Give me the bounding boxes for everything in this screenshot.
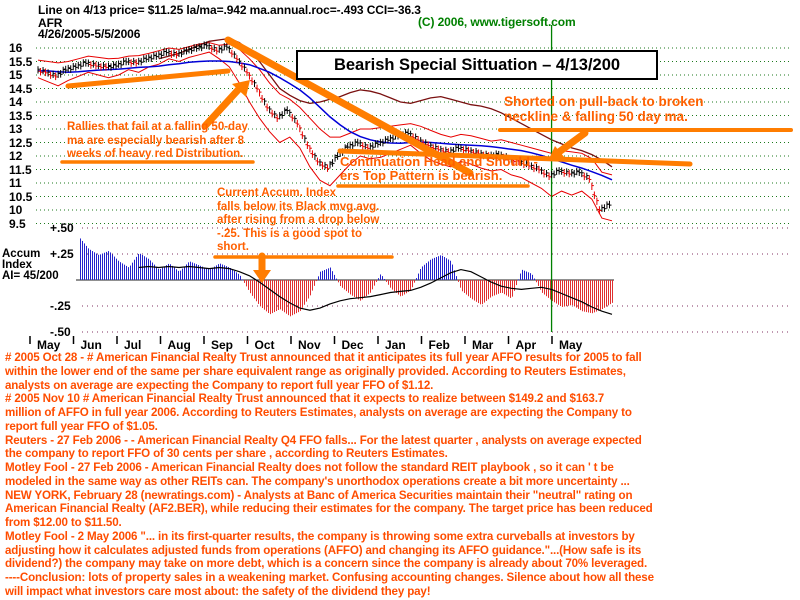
month-axis-label: Apr (515, 338, 537, 352)
accum-ma-line (138, 265, 613, 315)
price-axis-tick: 9.5 (9, 216, 26, 231)
month-axis-label: May (559, 338, 583, 352)
price-axis-tick: 14.5 (9, 81, 33, 96)
month-axis-label: Dec (341, 338, 364, 352)
annotation-line: weeks of heavy red Distribution. (67, 148, 244, 160)
accum-axis-tick: -.25 (50, 299, 71, 313)
annotation-line: Continuation Head and Should - (340, 154, 538, 169)
news-line: # 2005 Oct 28 - # American Financial Rea… (5, 351, 642, 364)
price-axis-tick: 10.5 (9, 189, 33, 204)
month-axis-label: Nov (298, 338, 321, 352)
ticker-symbol: AFR (38, 16, 63, 30)
price-axis-tick: 13 (9, 122, 23, 136)
month-axis-label: Mar (472, 338, 494, 352)
news-line: modeled in the same way as other REITs c… (5, 474, 630, 488)
news-line: within the lower end of the same per sha… (5, 364, 626, 378)
price-axis-tick: 12 (9, 149, 23, 163)
price-bars (37, 41, 612, 214)
price-axis-tick: 14 (9, 95, 23, 109)
month-axis-label: Jul (124, 338, 142, 352)
news-line: the company to report FFO of 30 cents pe… (5, 447, 448, 461)
news-line: dividend?) the company may take on more … (5, 557, 648, 571)
news-line: analysts on average are expecting the Co… (5, 378, 434, 392)
accum-index-bars (80, 238, 613, 317)
accum-panel-title: Index (2, 259, 33, 271)
news-block: # 2005 Oct 28 - # American Financial Rea… (5, 351, 798, 599)
annotation-line: neckline & falling 50 day ma. (504, 109, 688, 124)
annotation-line: falls below its Black mvg.avg. (217, 200, 380, 213)
annotation-line: after rising from a drop below (217, 214, 380, 226)
annotation-line: Rallies that fail at a falling 50-day (67, 121, 248, 133)
month-axis-label: Aug (167, 338, 191, 352)
news-line: will impact what investors care most abo… (5, 584, 431, 598)
chart-canvas (29, 25, 793, 344)
annotation-line: short. (217, 241, 249, 253)
month-axis-label: Oct (254, 338, 275, 352)
price-axis-tick: 11 (9, 176, 22, 190)
date-range-label: 4/26/2005-5/5/2006 (38, 27, 141, 41)
price-axis-tick: 11.5 (9, 162, 32, 177)
annotation-line: ers Top Pattern is bearish. (340, 168, 503, 183)
price-axis-tick: 16 (9, 41, 23, 55)
annotation-line: Current Accum. Index (217, 187, 337, 199)
news-line: ----Conclusion: lots of property sales i… (5, 571, 654, 584)
news-line: million of AFFO in full year 2006. Accor… (5, 406, 632, 419)
annotation-line: ma are especially bearish after 8 (67, 134, 245, 147)
news-line: adjusting how it calculates adjusted fun… (5, 543, 642, 557)
news-line: report full year FFO of $1.05. (5, 419, 158, 433)
month-axis-label: Jun (80, 338, 102, 352)
up-right-arrow-icon (232, 80, 250, 97)
news-line: Motley Fool - 2 May 2006 "... in its fir… (5, 529, 635, 543)
news-line: American Financial Realty (AF2.BER), whi… (5, 502, 653, 516)
accum-panel-title: Accum (2, 248, 41, 260)
price-axis-tick: 12.5 (9, 135, 33, 150)
price-axis-tick: 10 (9, 203, 23, 217)
news-line: Motley Fool - 27 Feb 2006 - American Fin… (5, 461, 614, 474)
orange-annotation-shapes (60, 36, 793, 283)
news-line: from $12.00 to $11.50. (5, 516, 122, 529)
annotation-shorted: Shorted on pull-back to broken neckline &… (504, 94, 704, 124)
annotation-head-shoulders: Continuation Head and Should - ers Top Pa… (340, 155, 538, 183)
annotation-accum-index: Current Accum. Index falls below its Blac… (217, 187, 379, 255)
news-line: NEW YORK, February 28 (newratings.com) -… (5, 488, 633, 502)
down-left-arrow-icon (548, 146, 565, 161)
annotation-line: Shorted on pull-back to broken (504, 94, 704, 109)
month-axis-label: Sep (211, 338, 234, 352)
accum-panel-title: AI= 45/200 (2, 270, 59, 282)
accum-axis-tick: +.50 (50, 221, 74, 235)
month-axis-label: May (37, 338, 61, 352)
stats-line: Line on 4/13 price= $11.25 la/ma=.942 ma… (38, 3, 421, 17)
news-line: Reuters - 27 Feb 2006 - - American Finan… (5, 433, 642, 447)
month-axis-label: Jan (385, 338, 406, 352)
copyright-label: (C) 2006, www.tigersoft.com (418, 15, 576, 29)
down-arrow-icon (253, 270, 271, 283)
price-axis-tick: 15.5 (9, 54, 33, 69)
chart-title-box: Bearish Special Sittuation – 4/13/200 (296, 50, 658, 80)
price-axis-tick: 13.5 (9, 108, 33, 123)
annotation-line: -.25. This is a good spot to (217, 227, 363, 240)
month-axis-label: Feb (428, 338, 450, 352)
price-axis-tick: 15 (9, 68, 23, 82)
accum-axis-tick: -.50 (50, 325, 71, 339)
annotation-rallies: Rallies that fail at a falling 50-day ma … (67, 121, 248, 162)
month-ticks (29, 336, 553, 344)
news-line: # 2005 Nov 10 # American Financial Realt… (5, 392, 605, 406)
accum-axis-tick: +.25 (50, 247, 74, 261)
